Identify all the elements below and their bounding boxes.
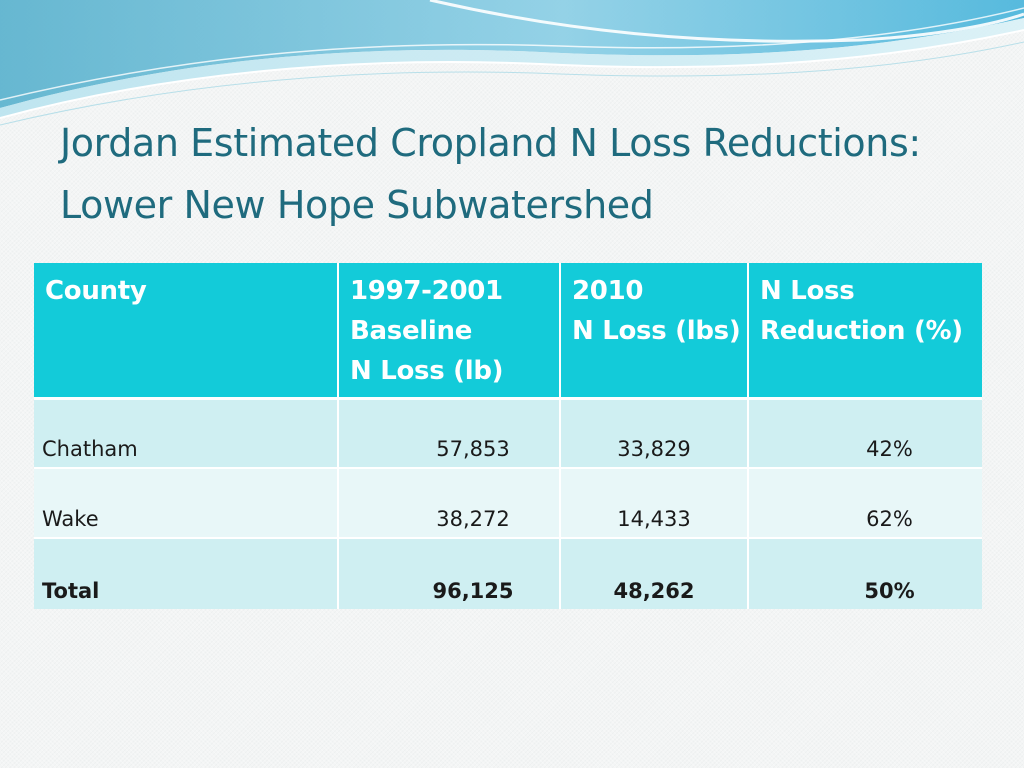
- header-baseline-n-loss: 1997-2001 Baseline N Loss (lb): [339, 263, 561, 400]
- table-row-total: Total 96,125 48,262 50%: [34, 539, 982, 609]
- header-baseline-line-1: 1997-2001: [350, 276, 503, 306]
- cell-2010: 33,829: [561, 400, 749, 469]
- table-header-row: County 1997-2001 Baseline N Loss (lb) 20…: [34, 263, 982, 400]
- header-2010-line-2: N Loss (lbs): [572, 316, 741, 346]
- table-row-wake: Wake 38,272 14,433 62%: [34, 469, 982, 539]
- header-baseline-line-2: Baseline: [350, 316, 473, 346]
- cell-county: Chatham: [34, 400, 339, 469]
- cell-2010: 48,262: [561, 539, 749, 609]
- n-loss-table: County 1997-2001 Baseline N Loss (lb) 20…: [34, 263, 982, 609]
- slide-title: Jordan Estimated Cropland N Loss Reducti…: [60, 112, 1010, 236]
- cell-reduction: 42%: [749, 400, 982, 469]
- header-county-text: County: [45, 276, 147, 306]
- cell-baseline: 96,125: [339, 539, 561, 609]
- cell-baseline: 38,272: [339, 469, 561, 539]
- header-reduction-line-1: N Loss: [760, 276, 855, 306]
- cell-reduction: 62%: [749, 469, 982, 539]
- cell-reduction: 50%: [749, 539, 982, 609]
- slide-title-line-1: Jordan Estimated Cropland N Loss Reducti…: [60, 121, 921, 165]
- header-2010-n-loss: 2010 N Loss (lbs): [561, 263, 749, 400]
- cell-county: Total: [34, 539, 339, 609]
- slide-title-line-2: Lower New Hope Subwatershed: [60, 183, 654, 227]
- header-baseline-line-3: N Loss (lb): [350, 356, 504, 386]
- header-wave-decoration: [0, 0, 1024, 126]
- header-reduction-line-2: Reduction (%): [760, 316, 963, 346]
- header-n-loss-reduction: N Loss Reduction (%): [749, 263, 982, 400]
- cell-baseline: 57,853: [339, 400, 561, 469]
- cell-county: Wake: [34, 469, 339, 539]
- header-2010-line-1: 2010: [572, 276, 644, 306]
- table-row-chatham: Chatham 57,853 33,829 42%: [34, 400, 982, 469]
- header-county: County: [34, 263, 339, 400]
- cell-2010: 14,433: [561, 469, 749, 539]
